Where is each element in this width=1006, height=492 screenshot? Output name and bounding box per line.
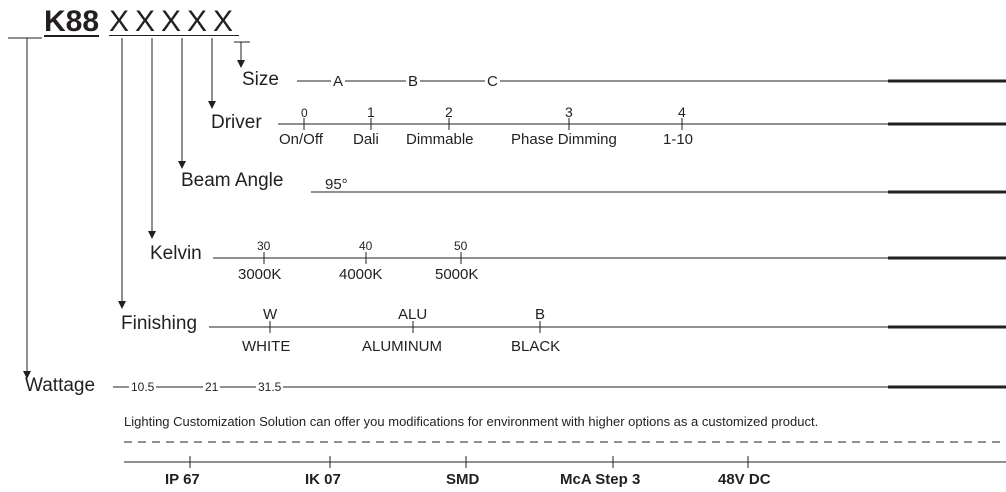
finishing-label: Finishing <box>121 313 198 334</box>
product-code: K88 <box>44 5 100 38</box>
driver-name-4: 1-10 <box>663 131 694 148</box>
wattage-option-21: 21 <box>203 380 221 394</box>
wattage-option-31-5: 31.5 <box>256 380 284 394</box>
feature-ik07: IK 07 <box>305 471 341 488</box>
driver-code-1: 1 <box>367 104 375 120</box>
feature-48v-dc: 48V DC <box>718 471 771 488</box>
feature-ip67: IP 67 <box>165 471 200 488</box>
finishing-code-w: W <box>263 306 278 323</box>
driver-code-2: 2 <box>445 104 453 120</box>
wattage-label: Wattage <box>25 375 96 396</box>
kelvin-name-4000k: 4000K <box>339 266 383 283</box>
kelvin-label: Kelvin <box>150 243 202 264</box>
size-option-a: A <box>331 73 346 90</box>
kelvin-code-50: 50 <box>454 239 468 253</box>
customization-note: Lighting Customization Solution can offe… <box>124 414 819 429</box>
driver-name-3: Phase Dimming <box>511 131 617 148</box>
finishing-name-white: WHITE <box>242 338 291 355</box>
kelvin-code-30: 30 <box>257 239 271 253</box>
beam-angle-label: Beam Angle <box>181 170 284 191</box>
kelvin-code-40: 40 <box>359 239 373 253</box>
size-option-b: B <box>406 73 421 90</box>
beam-angle-value: 95° <box>325 176 348 193</box>
driver-code-3: 3 <box>565 104 573 120</box>
size-label: Size <box>242 69 279 90</box>
feature-mca-step-3: McA Step 3 <box>560 471 641 488</box>
finishing-name-aluminum: ALUMINUM <box>362 338 443 355</box>
wattage-option-10-5: 10.5 <box>129 380 157 394</box>
driver-label: Driver <box>211 112 262 133</box>
kelvin-name-3000k: 3000K <box>238 266 282 283</box>
finishing-code-b: B <box>535 306 546 323</box>
driver-code-4: 4 <box>678 104 686 120</box>
kelvin-name-5000k: 5000K <box>435 266 479 283</box>
driver-name-1: Dali <box>353 131 379 148</box>
feature-smd: SMD <box>446 471 480 488</box>
finishing-name-black: BLACK <box>511 338 561 355</box>
finishing-code-alu: ALU <box>398 306 428 323</box>
driver-name-0: On/Off <box>279 131 323 148</box>
size-option-c: C <box>485 73 500 90</box>
driver-name-2: Dimmable <box>406 131 474 148</box>
driver-code-0: 0 <box>301 106 308 120</box>
code-placeholders: XXXXX <box>109 5 240 38</box>
